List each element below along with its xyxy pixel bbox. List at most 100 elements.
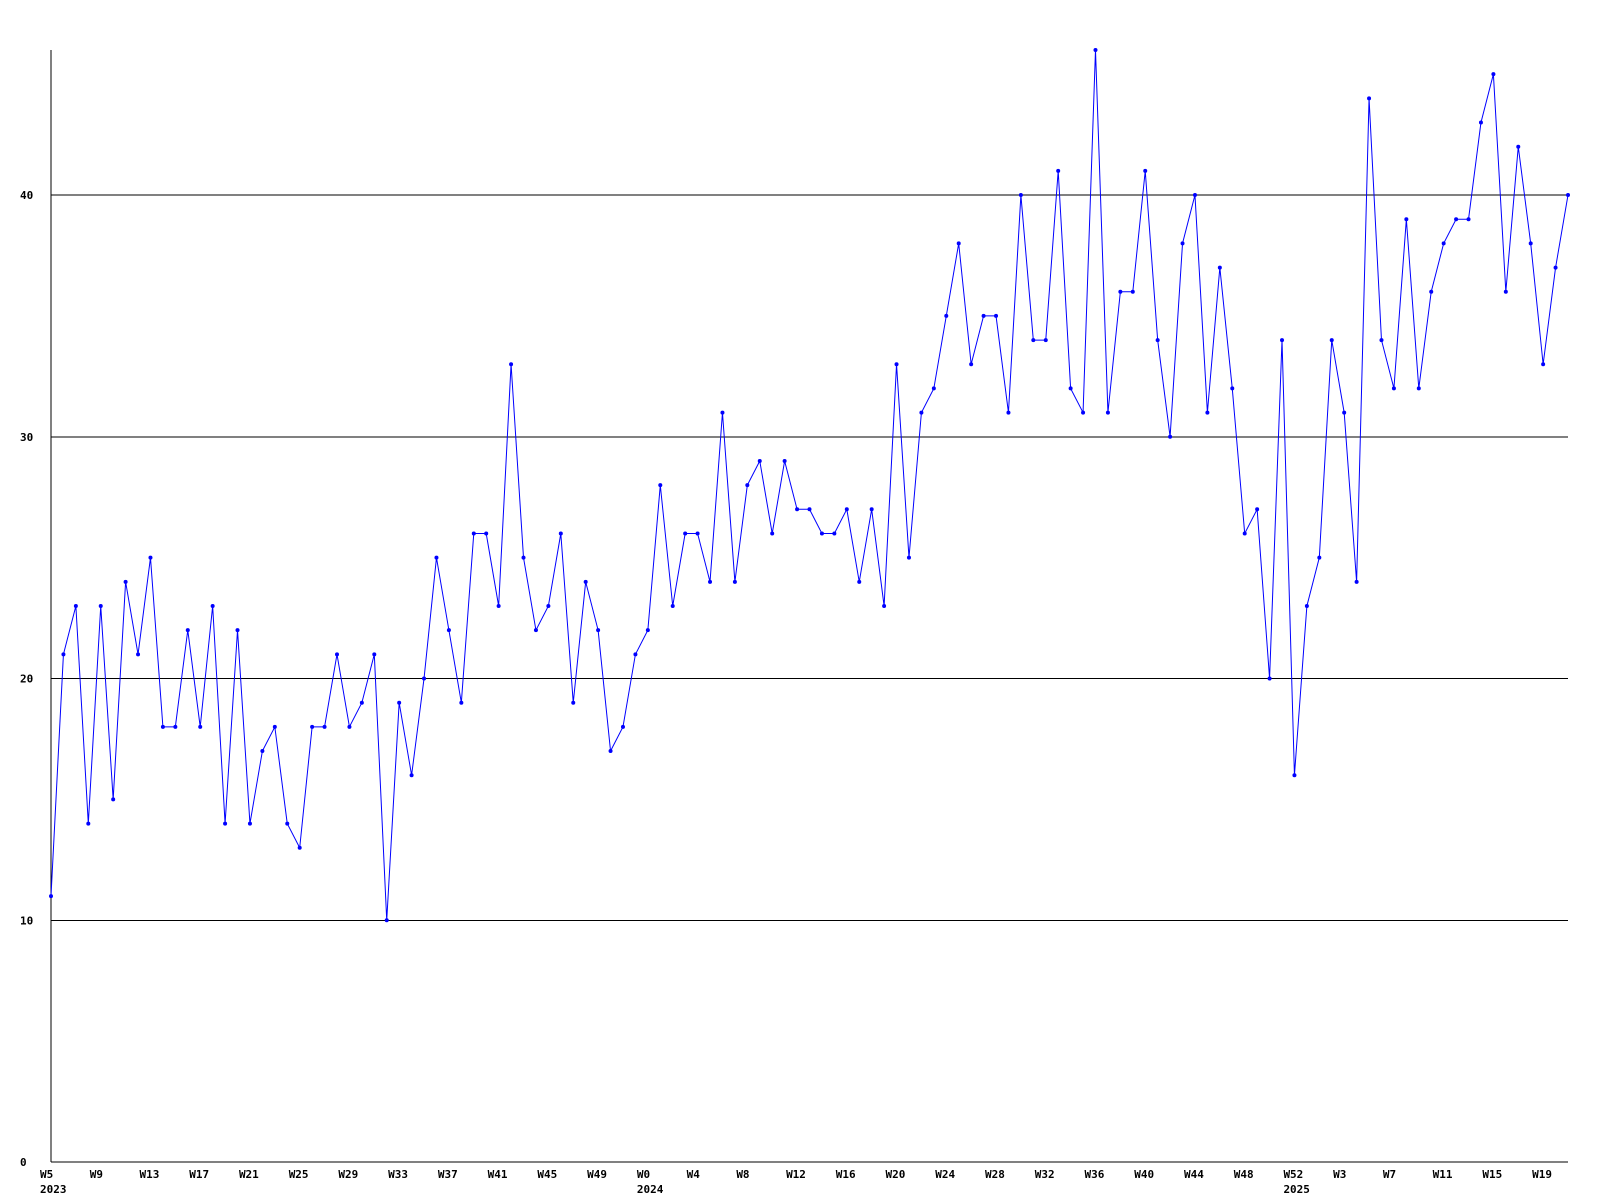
data-point	[1367, 96, 1372, 101]
data-point	[745, 483, 750, 488]
data-point	[1491, 72, 1496, 77]
data-point	[558, 531, 563, 536]
data-point	[708, 579, 713, 584]
x-tick-label: W13	[139, 1168, 159, 1181]
data-point	[819, 531, 824, 536]
data-point	[1441, 241, 1446, 246]
data-point	[807, 507, 812, 512]
data-point	[297, 845, 302, 850]
series-polyline	[50, 49, 1569, 921]
data-point	[334, 652, 339, 657]
x-tick-label: W29	[338, 1168, 358, 1181]
data-point	[459, 700, 464, 705]
data-point	[533, 628, 538, 633]
x-tick-label: W5	[40, 1168, 53, 1181]
data-point	[882, 604, 887, 608]
year-label: 2024	[637, 1183, 664, 1196]
x-tick-label: W48	[1234, 1168, 1254, 1181]
data-point	[994, 313, 999, 318]
data-point	[359, 700, 364, 705]
x-tick-label: W21	[239, 1168, 259, 1181]
x-tick-label: W7	[1383, 1168, 1396, 1181]
x-tick-labels: W5 W9 W13 W17 W21 W25 W29 W33 W37 W41 W45 W49 W0 W4 W8…	[40, 1168, 1552, 1181]
data-point	[608, 749, 613, 754]
data-point	[683, 531, 688, 536]
year-labels: 2023 2024 2025	[40, 1183, 1310, 1196]
data-point	[1018, 193, 1023, 198]
data-points	[49, 48, 1570, 923]
data-point	[1242, 531, 1247, 536]
data-point	[906, 555, 911, 560]
y-tick-label: 40	[20, 189, 33, 202]
data-point	[1317, 555, 1322, 560]
data-point	[546, 604, 551, 608]
data-point	[1031, 338, 1036, 343]
year-label: 2025	[1283, 1183, 1310, 1196]
data-point	[571, 700, 576, 705]
data-point	[981, 313, 986, 318]
data-point	[210, 604, 215, 608]
data-point	[247, 821, 252, 826]
data-point	[1168, 434, 1173, 439]
data-point	[1503, 289, 1508, 294]
x-tick-label: W3	[1333, 1168, 1346, 1181]
data-point	[1081, 410, 1086, 415]
x-tick-label: W25	[289, 1168, 309, 1181]
data-point	[1093, 48, 1098, 52]
data-point	[1230, 386, 1235, 391]
x-tick-label: W45	[537, 1168, 557, 1181]
data-point	[521, 555, 526, 560]
x-tick-label: W36	[1084, 1168, 1104, 1181]
y-tick-labels: 0 10 20 30 40	[20, 189, 33, 1169]
data-point	[1516, 144, 1521, 149]
data-point	[832, 531, 837, 536]
data-point	[1105, 410, 1110, 415]
x-tick-label: W19	[1532, 1168, 1552, 1181]
data-point	[695, 531, 700, 536]
data-point	[919, 410, 924, 415]
data-point	[1454, 217, 1459, 222]
data-point	[484, 531, 489, 536]
x-tick-label: W11	[1433, 1168, 1453, 1181]
y-tick-label: 20	[20, 673, 33, 686]
data-point	[1192, 193, 1197, 198]
data-point	[471, 531, 476, 536]
x-tick-label: W0	[637, 1168, 650, 1181]
data-point	[384, 918, 389, 923]
axes	[50, 50, 1568, 1163]
data-point	[931, 386, 936, 391]
data-point	[596, 628, 601, 633]
x-tick-label: W9	[90, 1168, 103, 1181]
data-point	[1143, 168, 1148, 173]
data-point	[496, 604, 501, 608]
data-point	[1043, 338, 1048, 343]
data-point	[633, 652, 638, 657]
data-point	[98, 604, 103, 608]
data-point	[844, 507, 849, 512]
x-tick-label: W37	[438, 1168, 458, 1181]
x-tick-label: W15	[1482, 1168, 1502, 1181]
data-point	[1354, 579, 1359, 584]
data-point	[1292, 773, 1297, 778]
data-point	[658, 483, 663, 488]
data-point	[173, 724, 178, 729]
data-point	[1006, 410, 1011, 415]
y-tick-label: 0	[20, 1156, 27, 1169]
data-point	[272, 724, 277, 729]
data-point	[956, 241, 961, 246]
data-point	[61, 652, 66, 657]
data-point	[1478, 120, 1483, 125]
series-line	[50, 49, 1569, 921]
data-point	[160, 724, 165, 729]
data-point	[285, 821, 290, 826]
data-point	[670, 604, 675, 608]
data-point	[136, 652, 141, 657]
data-point	[1329, 338, 1334, 343]
data-point	[1267, 676, 1272, 681]
data-point	[198, 724, 203, 729]
data-point	[185, 628, 190, 633]
data-point	[260, 749, 265, 754]
data-point	[969, 362, 974, 367]
x-tick-label: W17	[189, 1168, 209, 1181]
x-tick-label: W41	[488, 1168, 508, 1181]
